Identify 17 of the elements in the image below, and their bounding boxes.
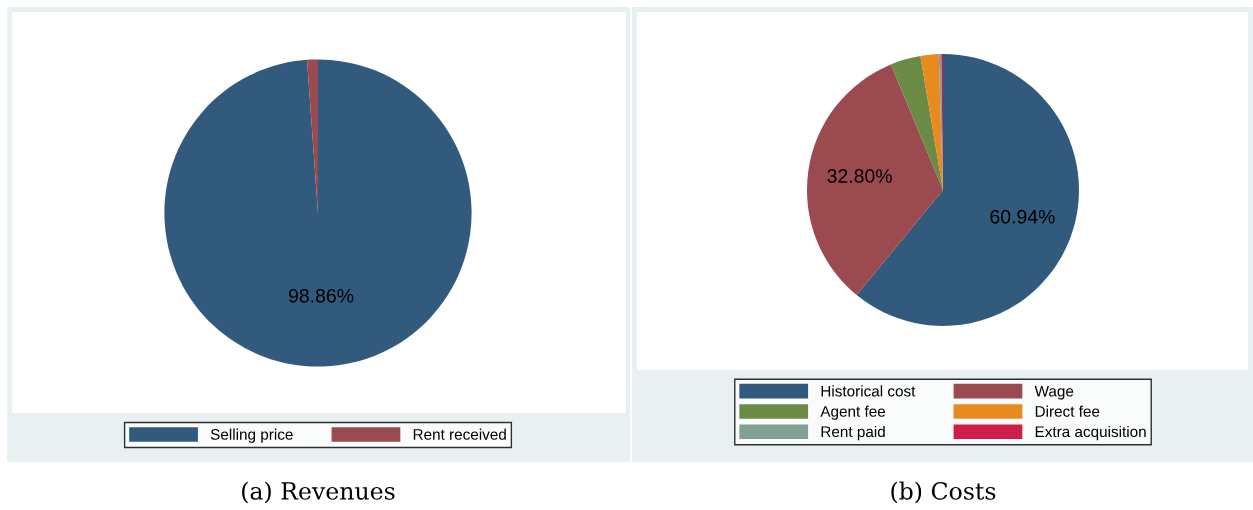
data-label: 98.86% xyxy=(288,288,354,303)
legend-label: Rent received xyxy=(413,428,506,440)
legend-label: Agent fee xyxy=(820,405,886,420)
legend-label: Extra acquisition xyxy=(1035,425,1146,441)
legend-label: Wage xyxy=(1034,385,1074,400)
data-label: 32.80% xyxy=(827,169,892,183)
text: (a) Revenues xyxy=(242,481,395,504)
pie-slice xyxy=(890,55,943,190)
pie-slice xyxy=(807,64,943,296)
pie-slice xyxy=(164,59,472,367)
legend-label: Direct fee xyxy=(1035,405,1100,417)
legend-label: Historical cost xyxy=(821,385,916,397)
legend-label: Rent paid xyxy=(821,425,885,441)
text: (b) Costs xyxy=(891,481,996,504)
legend-label: Selling price xyxy=(210,428,293,443)
data-label: 60.94% xyxy=(990,209,1055,224)
pie-slice xyxy=(920,54,943,190)
